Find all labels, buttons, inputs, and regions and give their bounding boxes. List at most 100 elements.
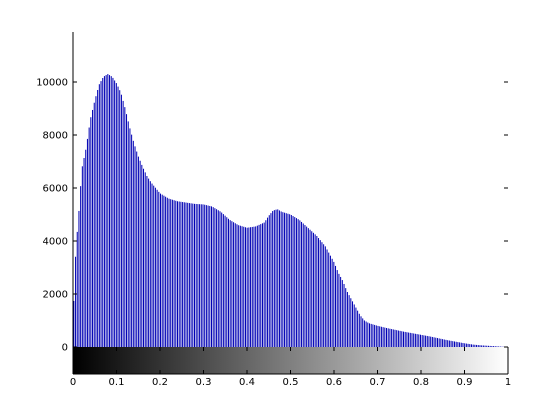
histogram-bar <box>129 128 131 347</box>
histogram-bar <box>180 201 182 347</box>
histogram-bar <box>88 127 90 347</box>
histogram-bar <box>86 138 88 347</box>
histogram-bar <box>297 219 299 347</box>
histogram-bar <box>73 300 75 347</box>
histogram-bar <box>374 324 376 347</box>
histogram-bar <box>406 332 408 347</box>
histogram-bar <box>233 222 235 347</box>
histogram-bar <box>289 214 291 347</box>
histogram-bar <box>357 310 359 347</box>
histogram-bar <box>227 218 229 347</box>
histogram-bar <box>134 146 136 347</box>
histogram-bar <box>399 330 401 347</box>
histogram-bar <box>435 337 437 347</box>
histogram-bar <box>377 325 379 347</box>
histogram-bar <box>362 318 364 347</box>
histogram-bar <box>436 338 438 347</box>
histogram-bar <box>195 203 197 347</box>
histogram-bar <box>343 283 345 347</box>
histogram-bar <box>236 224 238 347</box>
y-tick-label: 0 <box>62 343 68 354</box>
histogram-bar <box>216 209 218 347</box>
histogram-bar <box>414 333 416 347</box>
histogram-bar <box>494 346 496 347</box>
histogram-bar <box>273 210 275 347</box>
x-tick-label: 0 <box>70 377 76 388</box>
histogram-bar <box>165 196 167 347</box>
histogram-bar <box>380 326 382 347</box>
histogram-bar <box>430 336 432 347</box>
histogram-bar <box>340 276 342 347</box>
histogram-bar <box>124 107 126 347</box>
histogram-bar <box>239 225 241 347</box>
histogram-bar <box>312 232 314 347</box>
histogram-bar <box>175 200 177 347</box>
x-tick-label: 0.4 <box>239 377 255 388</box>
histogram-bar <box>402 331 405 347</box>
histogram-bar <box>190 203 192 347</box>
histogram-bar <box>200 204 202 347</box>
histogram-bar <box>100 81 102 347</box>
histogram-bar <box>411 333 413 347</box>
histogram-bar <box>409 332 411 347</box>
histogram-bar <box>307 228 309 347</box>
histogram-bar <box>278 210 280 347</box>
histogram-bar <box>255 226 257 347</box>
histogram-bar <box>238 225 240 347</box>
x-tick-label: 0.6 <box>326 377 342 388</box>
histogram-bar <box>284 212 286 347</box>
histogram-bar <box>323 244 325 347</box>
y-tick-label: 10000 <box>36 78 68 89</box>
histogram-bar <box>479 345 481 347</box>
histogram-bar <box>107 74 109 347</box>
histogram-bar <box>267 217 269 347</box>
histogram-bar <box>212 207 214 347</box>
histogram-bar <box>311 231 313 347</box>
histogram-bar <box>182 202 184 347</box>
histogram-bar <box>290 215 292 347</box>
histogram-bar <box>131 134 133 347</box>
histogram-bar <box>199 204 201 347</box>
histogram-bar <box>112 77 114 347</box>
histogram-bar <box>224 215 226 347</box>
histogram-bar <box>114 80 116 347</box>
histogram-bar <box>229 220 231 347</box>
histogram-bar <box>285 213 287 347</box>
histogram-bar <box>222 214 224 347</box>
histogram-bar <box>365 321 367 347</box>
histogram-bar <box>348 295 350 347</box>
histogram-bar <box>263 222 265 347</box>
histogram-bar <box>442 339 444 347</box>
histogram-bar <box>122 100 124 347</box>
histogram-bar <box>338 273 340 347</box>
histogram-bar <box>83 158 85 347</box>
histogram-bar <box>328 252 330 347</box>
histogram-bar <box>304 225 306 347</box>
x-tick-label: 0.2 <box>152 377 168 388</box>
histogram-bar <box>166 197 168 347</box>
histogram-bar <box>384 327 386 347</box>
histogram-bar <box>207 205 209 347</box>
histogram-bar <box>445 339 447 347</box>
histogram-bars <box>73 74 508 348</box>
histogram-bar <box>170 199 172 347</box>
histogram-bar <box>335 265 337 347</box>
histogram-bar <box>358 313 360 347</box>
histogram-bar <box>277 209 279 347</box>
histogram-bar <box>324 246 326 347</box>
histogram-bar <box>192 203 194 347</box>
histogram-bar <box>460 342 462 347</box>
histogram-bar <box>295 218 297 347</box>
histogram-bar <box>389 328 391 347</box>
histogram-bar <box>231 221 233 347</box>
histogram-bar <box>474 344 476 347</box>
histogram-bar <box>234 223 236 347</box>
histogram-bar <box>355 307 357 347</box>
histogram-bar <box>143 168 145 347</box>
histogram-bar <box>158 191 160 347</box>
histogram-bar <box>250 227 252 347</box>
histogram-bar <box>476 344 478 347</box>
histogram-bar <box>132 140 134 347</box>
histogram-bar <box>105 75 107 347</box>
histogram-bar <box>214 208 216 347</box>
